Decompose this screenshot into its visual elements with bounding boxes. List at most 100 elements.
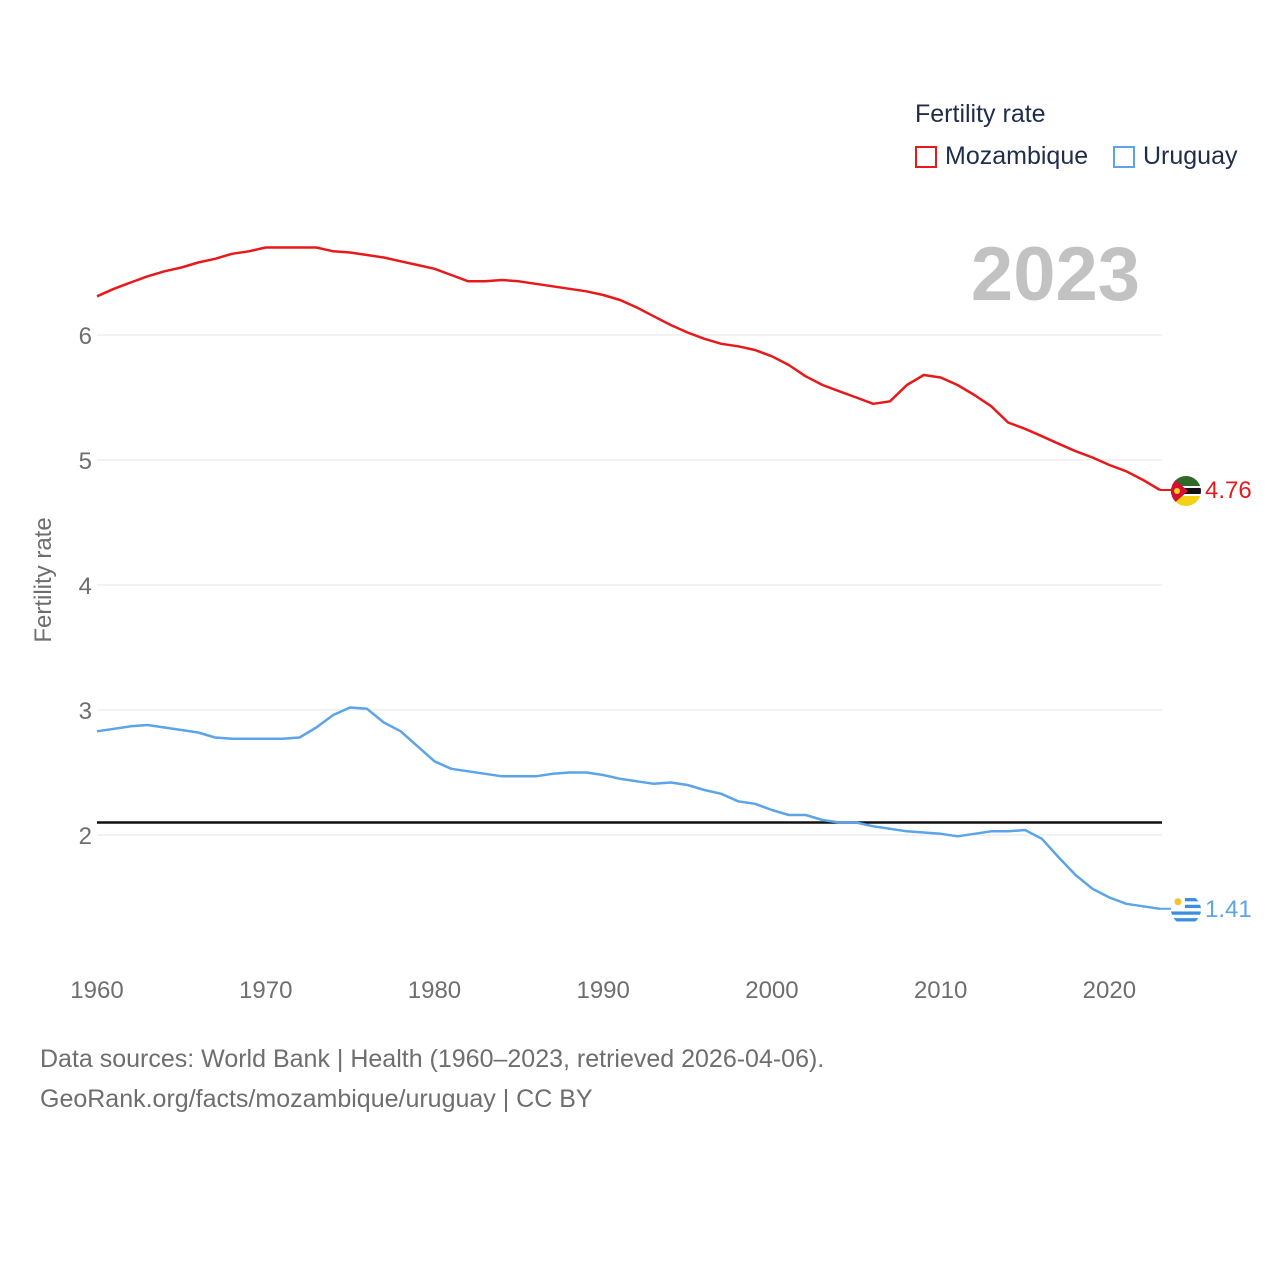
data-point-uruguay[interactable] — [449, 767, 453, 771]
data-point-uruguay[interactable] — [1124, 902, 1128, 906]
data-point-uruguay[interactable] — [146, 723, 150, 727]
data-point-uruguay[interactable] — [871, 824, 875, 828]
data-point-uruguay[interactable] — [669, 781, 673, 785]
data-point-uruguay[interactable] — [837, 821, 841, 825]
data-point-mozambique[interactable] — [702, 337, 706, 341]
data-point-uruguay[interactable] — [129, 724, 133, 728]
data-point-mozambique[interactable] — [365, 253, 369, 257]
data-point-mozambique[interactable] — [1057, 442, 1061, 446]
data-point-uruguay[interactable] — [1141, 904, 1145, 908]
data-point-uruguay[interactable] — [686, 783, 690, 787]
data-point-uruguay[interactable] — [821, 818, 825, 822]
data-point-mozambique[interactable] — [1023, 427, 1027, 431]
data-point-uruguay[interactable] — [230, 737, 234, 741]
data-point-mozambique[interactable] — [669, 323, 673, 327]
data-point-mozambique[interactable] — [517, 279, 521, 283]
data-point-uruguay[interactable] — [500, 774, 504, 778]
data-point-mozambique[interactable] — [1141, 478, 1145, 482]
data-point-uruguay[interactable] — [1074, 873, 1078, 877]
data-point-mozambique[interactable] — [871, 402, 875, 406]
data-point-uruguay[interactable] — [162, 726, 166, 730]
data-point-uruguay[interactable] — [888, 827, 892, 831]
data-point-mozambique[interactable] — [854, 396, 858, 400]
data-point-uruguay[interactable] — [264, 737, 268, 741]
data-point-uruguay[interactable] — [483, 772, 487, 776]
data-point-uruguay[interactable] — [112, 727, 116, 731]
data-point-mozambique[interactable] — [179, 266, 183, 270]
data-point-mozambique[interactable] — [1006, 421, 1010, 425]
data-point-uruguay[interactable] — [601, 773, 605, 777]
data-point-uruguay[interactable] — [719, 792, 723, 796]
data-point-mozambique[interactable] — [618, 298, 622, 302]
data-point-uruguay[interactable] — [551, 772, 555, 776]
data-point-uruguay[interactable] — [281, 737, 285, 741]
data-point-mozambique[interactable] — [888, 399, 892, 403]
data-point-mozambique[interactable] — [939, 376, 943, 380]
data-point-uruguay[interactable] — [939, 832, 943, 836]
data-point-uruguay[interactable] — [348, 706, 352, 710]
data-point-uruguay[interactable] — [196, 731, 200, 735]
data-point-uruguay[interactable] — [905, 829, 909, 833]
data-point-mozambique[interactable] — [989, 404, 993, 408]
data-point-uruguay[interactable] — [382, 721, 386, 725]
data-point-mozambique[interactable] — [686, 331, 690, 335]
data-point-mozambique[interactable] — [551, 284, 555, 288]
data-point-mozambique[interactable] — [129, 281, 133, 285]
data-point-mozambique[interactable] — [1040, 434, 1044, 438]
data-point-mozambique[interactable] — [922, 373, 926, 377]
data-point-mozambique[interactable] — [584, 289, 588, 293]
data-point-uruguay[interactable] — [753, 802, 757, 806]
data-point-uruguay[interactable] — [1057, 856, 1061, 860]
data-point-mozambique[interactable] — [95, 294, 99, 298]
data-point-mozambique[interactable] — [196, 261, 200, 265]
data-point-mozambique[interactable] — [1074, 449, 1078, 453]
data-point-mozambique[interactable] — [787, 363, 791, 367]
data-point-uruguay[interactable] — [1006, 829, 1010, 833]
data-point-mozambique[interactable] — [230, 252, 234, 256]
data-point-uruguay[interactable] — [331, 713, 335, 717]
data-point-uruguay[interactable] — [922, 831, 926, 835]
data-point-uruguay[interactable] — [1107, 896, 1111, 900]
data-point-mozambique[interactable] — [837, 389, 841, 393]
data-point-mozambique[interactable] — [972, 393, 976, 397]
data-point-uruguay[interactable] — [1023, 828, 1027, 832]
data-point-uruguay[interactable] — [787, 813, 791, 817]
data-point-mozambique[interactable] — [483, 279, 487, 283]
data-point-mozambique[interactable] — [466, 279, 470, 283]
data-point-uruguay[interactable] — [652, 782, 656, 786]
legend-item-uruguay[interactable]: Uruguay — [1113, 142, 1238, 171]
data-point-mozambique[interactable] — [146, 274, 150, 278]
data-point-mozambique[interactable] — [449, 273, 453, 277]
data-point-mozambique[interactable] — [601, 293, 605, 297]
data-point-mozambique[interactable] — [736, 344, 740, 348]
data-point-mozambique[interactable] — [112, 287, 116, 291]
data-point-mozambique[interactable] — [213, 257, 217, 261]
data-point-mozambique[interactable] — [331, 249, 335, 253]
data-point-uruguay[interactable] — [517, 774, 521, 778]
data-point-uruguay[interactable] — [399, 729, 403, 733]
data-point-mozambique[interactable] — [399, 259, 403, 263]
data-point-mozambique[interactable] — [314, 246, 318, 250]
data-point-uruguay[interactable] — [1040, 837, 1044, 841]
data-point-uruguay[interactable] — [989, 829, 993, 833]
data-point-mozambique[interactable] — [956, 383, 960, 387]
data-point-mozambique[interactable] — [297, 246, 301, 250]
data-point-uruguay[interactable] — [432, 759, 436, 763]
data-point-mozambique[interactable] — [753, 348, 757, 352]
data-point-mozambique[interactable] — [719, 342, 723, 346]
data-point-mozambique[interactable] — [432, 267, 436, 271]
data-point-uruguay[interactable] — [567, 771, 571, 775]
data-point-mozambique[interactable] — [770, 354, 774, 358]
data-point-mozambique[interactable] — [1091, 456, 1095, 460]
data-point-mozambique[interactable] — [416, 263, 420, 267]
data-point-uruguay[interactable] — [584, 771, 588, 775]
data-point-uruguay[interactable] — [1091, 887, 1095, 891]
data-point-mozambique[interactable] — [382, 256, 386, 260]
data-point-mozambique[interactable] — [1107, 463, 1111, 467]
data-point-uruguay[interactable] — [297, 736, 301, 740]
data-point-uruguay[interactable] — [736, 799, 740, 803]
data-point-uruguay[interactable] — [365, 707, 369, 711]
data-point-uruguay[interactable] — [534, 774, 538, 778]
data-point-uruguay[interactable] — [416, 744, 420, 748]
data-point-uruguay[interactable] — [179, 728, 183, 732]
